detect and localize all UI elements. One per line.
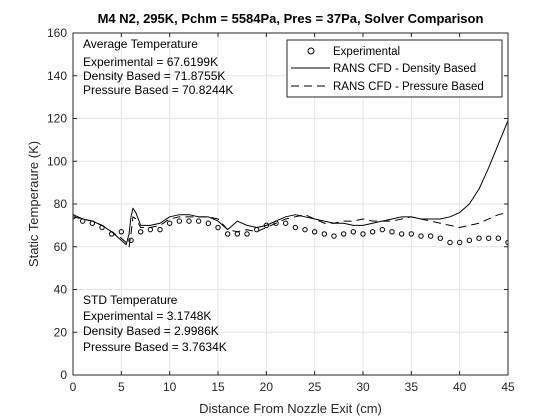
- experimental-point: [340, 231, 347, 237]
- experimental-point: [389, 229, 395, 235]
- experimental-point: [437, 235, 444, 241]
- std-experimental: Experimental = 3.1748K: [83, 309, 211, 323]
- legend-experimental-label: Experimental: [333, 46, 400, 58]
- x-tick-label: 35: [405, 380, 419, 394]
- experimental-point: [282, 220, 289, 226]
- legend-experimental-marker: [307, 47, 315, 55]
- y-axis-label: Static Temperaure (K): [26, 141, 41, 267]
- y-tick-label: 80: [54, 197, 68, 211]
- experimental-point: [166, 220, 173, 226]
- experimental-point: [398, 231, 405, 237]
- x-tick-label: 45: [501, 380, 515, 394]
- experimental-point: [224, 231, 231, 237]
- experimental-point: [495, 235, 502, 241]
- experimental-point: [292, 224, 299, 231]
- average-heading: Average Temperature: [83, 37, 198, 51]
- experimental-point: [456, 239, 463, 246]
- experimental-point: [408, 231, 415, 237]
- experimental-point: [186, 218, 192, 224]
- x-tick-label: 30: [356, 380, 370, 394]
- std-pressure-based: Pressure Based = 3.7634K: [83, 340, 227, 354]
- x-tick-label: 40: [453, 380, 467, 394]
- experimental-point: [360, 231, 366, 237]
- y-tick-label: 100: [47, 154, 67, 168]
- experimental-point: [176, 218, 183, 224]
- average-temperature-annotation: Average Temperature Experimental = 67.61…: [83, 37, 233, 97]
- experimental-point: [418, 233, 424, 239]
- x-tick-label: 10: [163, 380, 177, 394]
- std-temperature-annotation: STD Temperature Experimental = 3.1748K D…: [83, 293, 227, 354]
- series-density-based-line: [73, 120, 508, 246]
- x-tick-label: 15: [211, 380, 225, 394]
- series-clip-group: [73, 120, 508, 248]
- experimental-point: [321, 231, 328, 237]
- experimental-point: [195, 218, 202, 224]
- std-heading: STD Temperature: [83, 293, 178, 307]
- experimental-point: [137, 229, 144, 235]
- experimental-point: [157, 226, 163, 233]
- experimental-point: [205, 220, 212, 226]
- experimental-point: [485, 235, 492, 241]
- average-experimental: Experimental = 67.6199K: [83, 55, 218, 69]
- x-tick-label: 5: [118, 380, 125, 394]
- series-layer: [73, 120, 508, 248]
- legend-density-label: RANS CFD - Density Based: [333, 63, 476, 75]
- experimental-point: [215, 224, 221, 231]
- experimental-point: [369, 229, 376, 235]
- axis-ticks: 0 5 10 15 20 25 30 35 40 45 0 20 40 60 80 100 120 140 160: [47, 26, 515, 394]
- experimental-point: [466, 237, 473, 244]
- average-density-based: Density Based = 71.8755K: [83, 69, 225, 83]
- std-density-based: Density Based = 2.9986K: [83, 324, 219, 338]
- legend-pressure-label: RANS CFD - Pressure Based: [333, 81, 484, 93]
- x-tick-label: 20: [260, 380, 274, 394]
- experimental-point: [427, 233, 434, 239]
- y-tick-label: 160: [47, 26, 67, 40]
- experimental-point: [331, 233, 337, 239]
- experimental-point: [447, 239, 453, 246]
- x-tick-label: 25: [308, 380, 322, 394]
- experimental-point: [350, 229, 357, 235]
- y-tick-label: 140: [47, 69, 67, 83]
- experimental-point: [379, 226, 386, 233]
- y-tick-label: 0: [60, 368, 67, 382]
- experimental-point: [244, 231, 250, 237]
- average-pressure-based: Pressure Based = 70.8244K: [83, 83, 233, 97]
- x-tick-label: 0: [70, 380, 77, 394]
- experimental-point: [311, 229, 318, 235]
- x-axis-label: Distance From Nozzle Exit (cm): [199, 401, 382, 416]
- series-pressure-based-line: [73, 212, 508, 248]
- experimental-point: [118, 229, 125, 235]
- y-tick-label: 40: [54, 283, 68, 297]
- chart-title: M4 N2, 295K, Pchm = 5584Pa, Pres = 37Pa,…: [98, 11, 484, 26]
- experimental-point: [302, 226, 308, 233]
- y-tick-label: 120: [47, 112, 67, 126]
- experimental-point: [476, 235, 482, 241]
- y-tick-label: 20: [54, 325, 68, 339]
- experimental-point: [128, 237, 134, 244]
- y-tick-label: 60: [54, 240, 68, 254]
- legend: Experimental RANS CFD - Density Based RA…: [286, 39, 503, 98]
